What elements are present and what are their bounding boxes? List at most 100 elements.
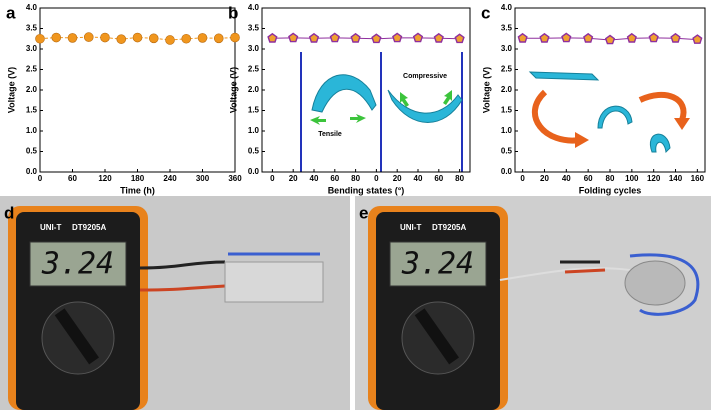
marker [116,34,127,44]
y-tick-label: 1.5 [26,106,38,115]
y-tick-label: 2.0 [501,85,513,94]
x-tick-label: 20 [540,174,549,183]
y-tick-label: 1.0 [26,126,38,135]
annotation: Tensile [318,131,342,138]
marker [517,32,528,43]
y-tick-label: 3.5 [248,24,260,33]
y-tick-label: 3.5 [501,24,513,33]
y-tick-label: 4.0 [501,3,513,12]
y-tick-label: 3.0 [26,44,38,53]
x-axis-title: Time (h) [120,185,155,195]
y-tick-label: 0.0 [248,167,260,176]
x-tick-label: 140 [669,174,683,183]
y-axis-title: Voltage (V) [228,67,238,113]
y-tick-label: 1.0 [248,126,260,135]
marker [100,32,110,43]
y-tick-label: 0.0 [26,167,38,176]
photo-d: d 3.24 UNI-T DT9205A [0,196,350,410]
annotation: Compressive [403,73,447,80]
panel-label: e [359,203,368,222]
marker [371,33,382,44]
marker [35,33,45,44]
model: DT9205A [432,223,466,232]
y-tick-label: 1.0 [501,126,513,135]
panel-label: d [4,203,14,222]
y-tick-label: 0.0 [501,167,513,176]
plot-frame [39,7,236,173]
marker [329,32,340,43]
x-tick-label: 160 [691,174,705,183]
y-tick-label: 2.5 [501,65,513,74]
marker [308,32,320,43]
x-tick-label: 100 [625,174,639,183]
series-line [272,37,460,40]
display: 3.24 [401,247,474,282]
y-tick-label: 3.5 [26,24,38,33]
marker [67,33,78,43]
y-tick-label: 2.5 [26,65,38,74]
marker [51,32,62,43]
x-tick-label: 120 [98,174,112,183]
marker [288,32,299,43]
y-tick-label: 2.0 [248,85,260,94]
y-tick-label: 4.0 [26,3,38,12]
x-tick-label: 20 [393,174,402,183]
x-tick-label: 20 [289,174,298,183]
x-tick-label: 80 [351,174,360,183]
x-tick-label: 300 [196,174,210,183]
y-tick-label: 1.5 [501,106,513,115]
x-tick-label: 60 [434,174,443,183]
marker [670,32,681,43]
y-tick-label: 2.5 [248,65,260,74]
x-tick-label: 60 [68,174,77,183]
brand: UNI-T [400,223,421,232]
marker [213,33,224,44]
marker [561,32,572,43]
photo-e: e 3.24 UNI-T DT9205A [355,196,711,410]
x-tick-label: 180 [131,174,145,183]
y-tick-label: 0.5 [26,147,38,156]
x-axis-title: Folding cycles [579,185,642,195]
x-tick-label: 0 [520,174,525,183]
display: 3.24 [41,247,114,282]
y-tick-label: 1.5 [248,106,260,115]
x-tick-label: 0 [374,174,379,183]
marker [539,32,550,43]
y-tick-label: 3.0 [501,44,513,53]
panel-label: c [481,3,490,22]
marker [197,33,208,43]
y-axis-title: Voltage (V) [481,67,491,113]
marker [350,32,361,43]
marker [83,32,94,42]
x-tick-label: 120 [647,174,661,183]
marker [433,32,444,43]
x-tick-label: 40 [414,174,423,183]
marker [165,35,175,45]
x-tick-label: 60 [330,174,339,183]
marker [604,34,616,45]
brand: UNI-T [40,223,61,232]
marker [230,32,240,43]
marker [148,33,159,44]
marker [626,32,637,43]
x-tick-label: 40 [310,174,319,183]
x-axis-title: Bending states (°) [328,185,405,195]
marker [692,34,703,44]
x-tick-label: 80 [606,174,615,183]
illustration [300,52,690,172]
panel-label: a [6,3,16,22]
x-tick-label: 80 [455,174,464,183]
x-tick-label: 360 [228,174,242,183]
marker [132,32,143,43]
y-tick-label: 2.0 [26,85,38,94]
marker [454,33,465,44]
x-tick-label: 0 [38,174,43,183]
y-tick-label: 4.0 [248,3,260,12]
marker [412,32,424,43]
marker [583,32,594,43]
y-tick-label: 0.5 [248,147,260,156]
y-tick-label: 0.5 [501,147,513,156]
x-tick-label: 40 [562,174,571,183]
y-axis-title: Voltage (V) [6,67,16,113]
